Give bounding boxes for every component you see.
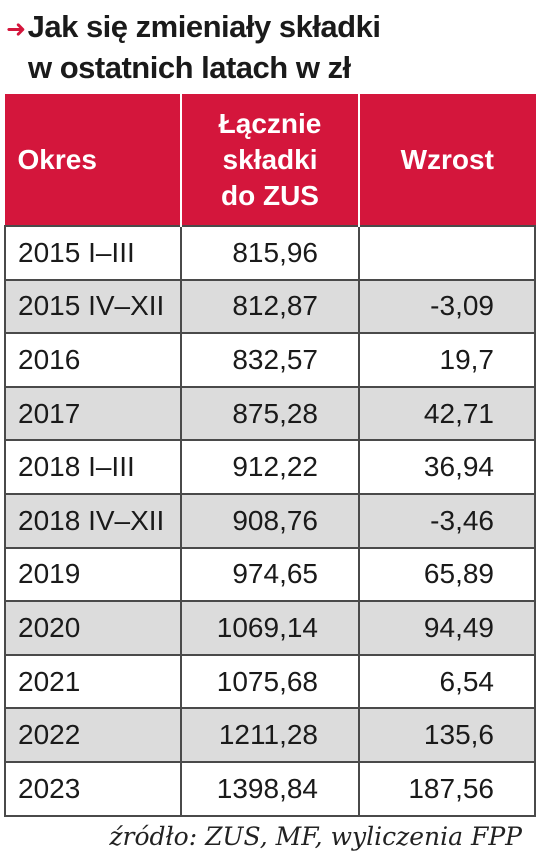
title-line-2: w ostatnich latach w zł xyxy=(28,50,351,85)
cell-okres: 2020 xyxy=(4,600,182,656)
header-okres: Okres xyxy=(4,94,182,227)
header-wzrost: Wzrost xyxy=(358,94,536,227)
table-header-row: Okres Łącznie składki do ZUS Wzrost xyxy=(4,94,536,227)
cell-wzrost: 42,71 xyxy=(358,385,536,442)
cell-okres: 2018 IV–XII xyxy=(4,492,182,549)
cell-wzrost: 65,89 xyxy=(358,546,536,603)
chart-title: ➜Jak się zmieniały składki w ostatnich l… xyxy=(6,8,526,87)
table-row: 2018 IV–XII 908,76 -3,46 xyxy=(4,492,536,549)
cell-okres: 2023 xyxy=(4,760,182,817)
table-row: 2015 I–III 815,96 xyxy=(4,225,536,281)
cell-lacznie: 1398,84 xyxy=(180,760,360,817)
header-lacznie-text: Łącznie składki do ZUS xyxy=(218,108,322,211)
table-row: 2015 IV–XII 812,87 -3,09 xyxy=(4,278,536,335)
cell-lacznie: 1211,28 xyxy=(180,707,360,763)
table-row: 2018 I–III 912,22 36,94 xyxy=(4,439,536,495)
cell-okres: 2015 IV–XII xyxy=(4,278,182,335)
table-row: 2017 875,28 42,71 xyxy=(4,385,536,442)
table-row: 2023 1398,84 187,56 xyxy=(4,760,536,817)
cell-wzrost xyxy=(358,225,536,281)
cell-okres: 2019 xyxy=(4,546,182,603)
cell-lacznie: 815,96 xyxy=(180,225,360,281)
cell-lacznie: 974,65 xyxy=(180,546,360,603)
header-lacznie: Łącznie składki do ZUS xyxy=(180,94,360,227)
cell-wzrost: 94,49 xyxy=(358,600,536,656)
cell-lacznie: 832,57 xyxy=(180,332,360,388)
cell-wzrost: 135,6 xyxy=(358,707,536,763)
table-row: 2020 1069,14 94,49 xyxy=(4,600,536,656)
table-row: 2019 974,65 65,89 xyxy=(4,546,536,603)
cell-lacznie: 1069,14 xyxy=(180,600,360,656)
cell-lacznie: 908,76 xyxy=(180,492,360,549)
cell-wzrost: 36,94 xyxy=(358,439,536,495)
cell-okres: 2021 xyxy=(4,653,182,710)
cell-wzrost: 6,54 xyxy=(358,653,536,710)
cell-wzrost: 187,56 xyxy=(358,760,536,817)
contributions-table: Okres Łącznie składki do ZUS Wzrost 2015… xyxy=(4,94,536,817)
table-row: 2022 1211,28 135,6 xyxy=(4,707,536,763)
cell-wzrost: 19,7 xyxy=(358,332,536,388)
cell-lacznie: 812,87 xyxy=(180,278,360,335)
cell-lacznie: 875,28 xyxy=(180,385,360,442)
cell-wzrost: -3,46 xyxy=(358,492,536,549)
cell-wzrost: -3,09 xyxy=(358,278,536,335)
cell-lacznie: 1075,68 xyxy=(180,653,360,710)
cell-okres: 2016 xyxy=(4,332,182,388)
table-row: 2021 1075,68 6,54 xyxy=(4,653,536,710)
cell-okres: 2017 xyxy=(4,385,182,442)
title-line-1: Jak się zmieniały składki xyxy=(27,9,381,44)
cell-okres: 2022 xyxy=(4,707,182,763)
arrow-right-icon: ➜ xyxy=(6,16,26,43)
table-row: 2016 832,57 19,7 xyxy=(4,332,536,388)
cell-lacznie: 912,22 xyxy=(180,439,360,495)
source-note: źródło: ZUS, MF, wyliczenia FPP xyxy=(109,822,522,851)
cell-okres: 2018 I–III xyxy=(4,439,182,495)
cell-okres: 2015 I–III xyxy=(4,225,182,281)
